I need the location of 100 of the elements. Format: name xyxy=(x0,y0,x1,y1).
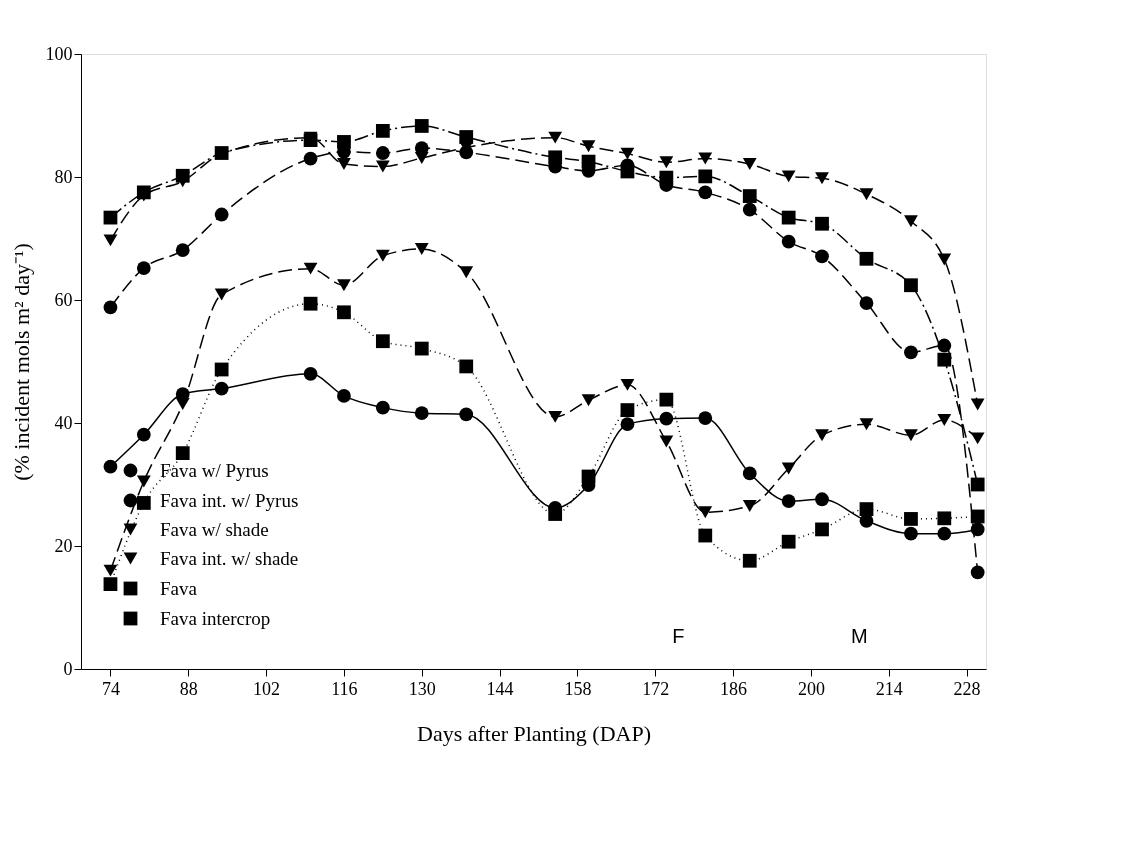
x-tick-label: 130 xyxy=(408,678,436,699)
x-tick-label: 214 xyxy=(875,678,903,699)
x-tick-label: 116 xyxy=(331,678,358,699)
point xyxy=(781,234,796,249)
point xyxy=(214,207,229,222)
point xyxy=(375,334,390,349)
point xyxy=(937,413,952,426)
point xyxy=(815,216,829,231)
point xyxy=(970,398,985,411)
point xyxy=(414,341,429,356)
point xyxy=(970,509,985,524)
x-tick-label: 158 xyxy=(564,678,592,699)
point xyxy=(815,522,829,537)
legend-label: Fava int. w/ shade xyxy=(160,547,299,569)
point xyxy=(904,278,918,293)
x-tick-label: 186 xyxy=(720,678,748,699)
point xyxy=(937,338,952,353)
point xyxy=(414,119,429,133)
point xyxy=(375,160,390,173)
point xyxy=(337,135,351,149)
point xyxy=(175,397,190,410)
point xyxy=(103,459,118,474)
point xyxy=(103,300,118,315)
point xyxy=(904,512,918,526)
point xyxy=(414,151,429,164)
point xyxy=(459,266,474,279)
point xyxy=(581,140,596,153)
point xyxy=(937,253,952,266)
point xyxy=(659,435,674,448)
point xyxy=(136,475,151,488)
legend-label: Fava intercrop xyxy=(160,607,271,629)
point xyxy=(620,378,635,391)
point xyxy=(337,279,351,292)
point xyxy=(904,526,918,541)
point xyxy=(859,296,874,310)
point xyxy=(970,522,985,537)
point xyxy=(581,154,596,169)
point xyxy=(904,215,918,228)
point xyxy=(375,400,390,415)
annotation: F xyxy=(672,625,685,647)
legend-label: Fava w/ Pyrus xyxy=(160,459,269,481)
y-axis-title: (% incident mols m² day⁻¹) xyxy=(8,243,34,481)
point xyxy=(742,466,757,481)
point xyxy=(103,234,118,247)
point xyxy=(742,189,757,203)
point xyxy=(175,446,190,461)
point xyxy=(937,511,952,526)
point xyxy=(659,392,674,407)
point xyxy=(375,123,390,138)
point xyxy=(904,345,918,360)
y-tick-label: 60 xyxy=(54,289,73,310)
point xyxy=(698,152,713,165)
point xyxy=(548,150,563,165)
point xyxy=(103,564,118,577)
legend-label: Fava xyxy=(160,577,198,599)
x-tick-label: 74 xyxy=(101,678,120,699)
point xyxy=(781,210,796,225)
point xyxy=(303,296,318,311)
point xyxy=(698,411,713,425)
point xyxy=(698,185,713,200)
point xyxy=(175,243,190,258)
point xyxy=(459,130,474,144)
point xyxy=(581,394,596,407)
point xyxy=(815,249,829,264)
x-tick-label: 200 xyxy=(797,678,825,699)
x-tick-label: 88 xyxy=(179,678,198,699)
point xyxy=(175,168,190,183)
x-tick-label: 228 xyxy=(953,678,981,699)
point xyxy=(659,411,674,426)
x-tick-label: 172 xyxy=(642,678,670,699)
point xyxy=(459,359,474,374)
point xyxy=(620,403,635,417)
point xyxy=(214,288,229,301)
point xyxy=(548,410,563,423)
point xyxy=(815,172,829,185)
point xyxy=(659,170,674,185)
point xyxy=(337,158,351,171)
y-tick-label: 0 xyxy=(63,658,73,679)
annotation: M xyxy=(850,625,868,647)
point xyxy=(970,432,985,445)
point xyxy=(859,418,874,431)
point xyxy=(904,429,918,442)
point xyxy=(815,492,829,507)
point xyxy=(214,362,229,377)
point xyxy=(337,305,351,320)
point xyxy=(815,429,829,442)
point xyxy=(375,249,390,262)
point xyxy=(859,251,874,266)
y-tick-label: 20 xyxy=(54,535,73,556)
point xyxy=(742,500,757,512)
legend-label: Fava int. w/ Pyrus xyxy=(160,489,299,511)
point xyxy=(136,427,151,442)
point xyxy=(414,406,429,421)
point xyxy=(103,577,118,592)
point xyxy=(698,528,713,543)
x-axis-title: Days after Planting (DAP) xyxy=(416,720,652,746)
point xyxy=(937,526,952,541)
point xyxy=(136,261,151,275)
legend-label: Fava w/ shade xyxy=(160,518,269,540)
point xyxy=(548,507,563,521)
